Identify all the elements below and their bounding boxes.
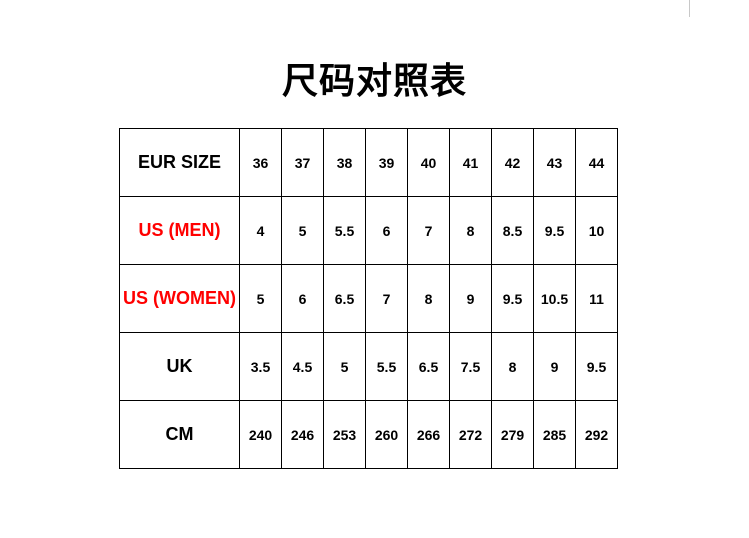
table-cell: 5: [239, 264, 282, 333]
row-label: US (WOMEN): [119, 264, 240, 333]
table-cell: 7: [407, 196, 450, 265]
size-chart-table: EUR SIZE 36 37 38 39 40 41 42 43 44 US (MEN) 4 5 5.5 6…: [119, 128, 618, 469]
table-cell: 11: [575, 264, 618, 333]
row-label: EUR SIZE: [119, 128, 240, 197]
table-cell: 4.5: [281, 332, 324, 401]
table-cell: 7: [365, 264, 408, 333]
table-cell: 7.5: [449, 332, 492, 401]
table-cell: 8: [491, 332, 534, 401]
table-cell: 5: [281, 196, 324, 265]
table-cell: 38: [323, 128, 366, 197]
table-cell: 4: [239, 196, 282, 265]
table-row: US (MEN) 4 5 5.5 6 7 8 8.5 9.5 10: [119, 196, 618, 265]
table-cell: 266: [407, 400, 450, 469]
table-cell: 42: [491, 128, 534, 197]
row-label: CM: [119, 400, 240, 469]
table-cell: 279: [491, 400, 534, 469]
divider-line: [689, 0, 690, 17]
table-cell: 240: [239, 400, 282, 469]
table-cell: 6.5: [407, 332, 450, 401]
table-cell: 5: [323, 332, 366, 401]
table-cell: 9: [533, 332, 576, 401]
table-cell: 292: [575, 400, 618, 469]
table-cell: 39: [365, 128, 408, 197]
table-cell: 260: [365, 400, 408, 469]
table-cell: 10.5: [533, 264, 576, 333]
table-row: US (WOMEN) 5 6 6.5 7 8 9 9.5 10.5 11: [119, 264, 618, 333]
table-row: CM 240 246 253 260 266 272 279 285 292: [119, 400, 618, 469]
table-cell: 37: [281, 128, 324, 197]
table-cell: 285: [533, 400, 576, 469]
table-cell: 43: [533, 128, 576, 197]
table-row: EUR SIZE 36 37 38 39 40 41 42 43 44: [119, 128, 618, 197]
table-cell: 10: [575, 196, 618, 265]
row-label: UK: [119, 332, 240, 401]
table-cell: 8.5: [491, 196, 534, 265]
table-cell: 246: [281, 400, 324, 469]
table-cell: 9.5: [491, 264, 534, 333]
table-cell: 9: [449, 264, 492, 333]
table-cell: 9.5: [533, 196, 576, 265]
table-cell: 9.5: [575, 332, 618, 401]
table-cell: 40: [407, 128, 450, 197]
table-cell: 272: [449, 400, 492, 469]
table-cell: 3.5: [239, 332, 282, 401]
table-cell: 6: [281, 264, 324, 333]
table-cell: 41: [449, 128, 492, 197]
table-cell: 6.5: [323, 264, 366, 333]
table-cell: 8: [449, 196, 492, 265]
table-cell: 5.5: [365, 332, 408, 401]
table-cell: 253: [323, 400, 366, 469]
table-cell: 36: [239, 128, 282, 197]
table-cell: 8: [407, 264, 450, 333]
row-label: US (MEN): [119, 196, 240, 265]
table-cell: 6: [365, 196, 408, 265]
table-cell: 44: [575, 128, 618, 197]
table-row: UK 3.5 4.5 5 5.5 6.5 7.5 8 9 9.5: [119, 332, 618, 401]
page-title: 尺码对照表: [281, 61, 467, 102]
table-cell: 5.5: [323, 196, 366, 265]
